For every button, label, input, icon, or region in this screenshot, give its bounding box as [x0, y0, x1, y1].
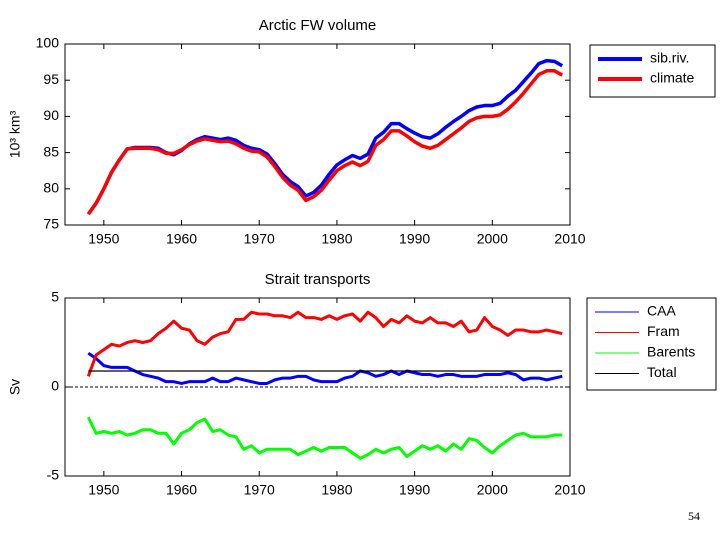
series-line [86, 69, 564, 216]
slide-number: 54 [688, 509, 700, 523]
x-tick-label: 2000 [477, 482, 508, 498]
y-tick-label: 95 [43, 71, 59, 87]
x-tick-label: 1970 [244, 231, 275, 247]
y-axis-label: Sv [7, 379, 23, 395]
legend-label: Barents [647, 344, 695, 360]
y-tick-label: 0 [51, 378, 59, 394]
plot-area [64, 43, 571, 226]
x-tick-label: 2010 [554, 231, 585, 247]
series-line [86, 310, 563, 377]
legend-box [586, 297, 717, 391]
x-tick-label: 2010 [554, 482, 585, 498]
series-line [87, 351, 563, 385]
legend-label: sib.riv. [650, 50, 689, 66]
legend-label: climate [650, 70, 695, 86]
x-tick-label: 1960 [166, 482, 197, 498]
y-tick-label: 100 [36, 35, 60, 51]
y-tick-label: 80 [43, 180, 59, 196]
y-tick-label: 75 [43, 216, 59, 232]
y-tick-label: 5 [51, 289, 59, 305]
legend-label: Fram [647, 323, 680, 339]
y-tick-label: -5 [47, 467, 60, 483]
chart-title: Arctic FW volume [259, 17, 377, 34]
x-tick-label: 1980 [321, 482, 352, 498]
x-tick-label: 1950 [88, 482, 119, 498]
y-axis-label: 10³ km³ [7, 110, 23, 158]
x-tick-label: 2000 [477, 231, 508, 247]
x-tick-label: 1960 [166, 231, 197, 247]
x-tick-label: 1990 [399, 482, 430, 498]
x-tick-label: 1980 [321, 231, 352, 247]
y-tick-label: 85 [43, 143, 59, 159]
x-tick-label: 1970 [244, 482, 275, 498]
series-line [86, 416, 563, 460]
y-tick-label: 90 [43, 107, 59, 123]
chart-title: Strait transports [265, 271, 371, 288]
legend-label: CAA [647, 303, 676, 319]
x-tick-label: 1950 [88, 231, 119, 247]
legend-box [589, 44, 716, 98]
x-tick-label: 1990 [399, 231, 430, 247]
legend-label: Total [647, 364, 677, 380]
